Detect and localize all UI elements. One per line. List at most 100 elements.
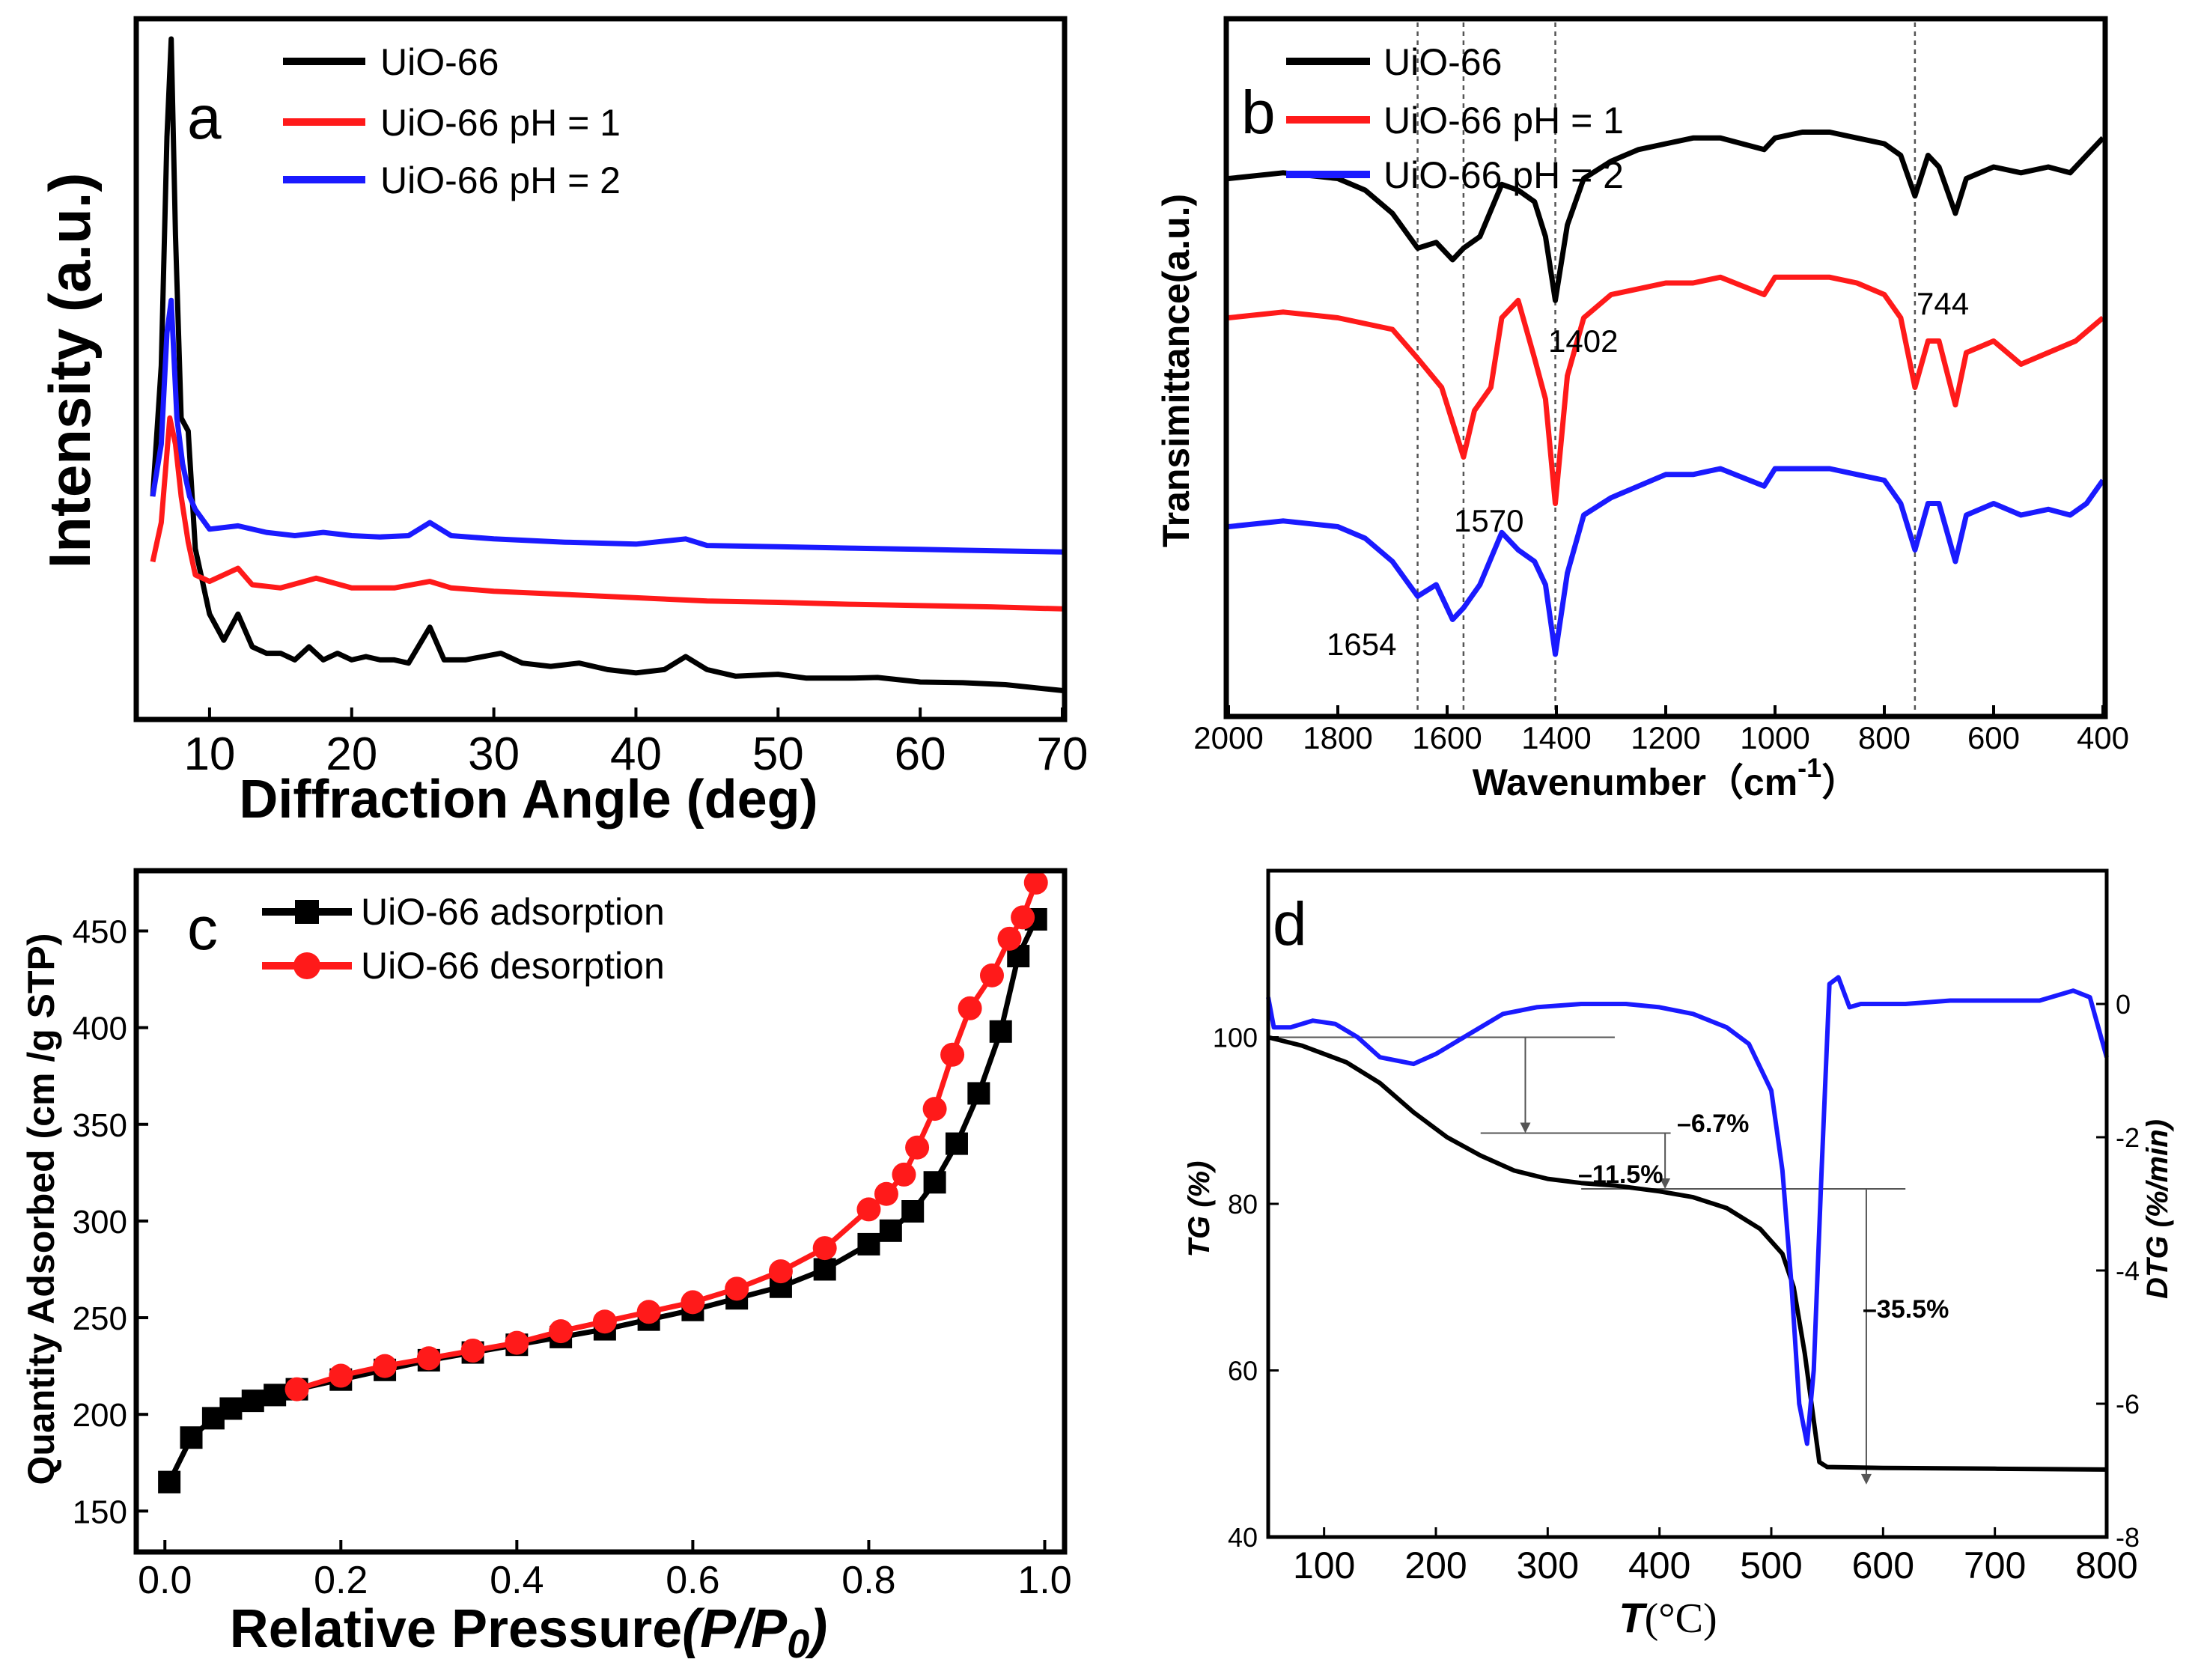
panel-a-legend: UiO-66 UiO-66 pH = 1 UiO-66 pH = 2 — [283, 41, 621, 201]
panel-c-legend-square-marker — [295, 900, 319, 924]
panel-c-desorption-point — [958, 996, 982, 1020]
panel-c-desorption-point — [373, 1354, 398, 1378]
panel-c-desorption-point — [922, 1097, 947, 1121]
panel-c-x-axis-label-sub: 0 — [787, 1622, 809, 1667]
panel-c-desorption-point — [768, 1259, 793, 1284]
panel-a-x-ticks: 10 20 30 40 50 60 70 — [183, 707, 1088, 780]
panel-a-legend-label: UiO-66 pH = 1 — [380, 102, 621, 144]
panel-b-legend-label: UiO-66 — [1383, 41, 1502, 83]
panel-d-left-y-tick-label: 60 — [1228, 1356, 1258, 1387]
panel-c-x-axis-label-main: Relative Pressure — [230, 1599, 682, 1659]
panel-b-x-tick-label: 600 — [1967, 720, 2020, 755]
panel-c-legend: UiO-66 adsorption UiO-66 desorption — [262, 891, 665, 987]
panel-d-x-axis-label: T(°C) — [1619, 1594, 1717, 1642]
panel-c-adsorption-point — [857, 1232, 880, 1256]
panel-b-legend-label: UiO-66 pH = 2 — [1383, 154, 1624, 196]
panel-d-x-tick-label: 400 — [1628, 1544, 1690, 1586]
panel-d-left-y-tick-label: 40 — [1228, 1522, 1258, 1553]
panel-b-series-line — [1228, 130, 2105, 303]
panel-a-y-axis-label: Intensity (a.u.) — [37, 173, 103, 569]
panel-c-adsorption-point — [967, 1082, 990, 1105]
panel-d-x-tick-label: 200 — [1404, 1544, 1467, 1586]
panel-a-x-tick-label: 60 — [895, 728, 946, 780]
panel-a-label: a — [187, 84, 222, 152]
panel-d-x-tick-label: 800 — [2075, 1544, 2137, 1586]
panel-c-adsorption-point — [989, 1020, 1012, 1043]
panel-b-series-line — [1228, 274, 2105, 506]
panel-a-legend-label: UiO-66 pH = 2 — [380, 159, 621, 201]
panel-b-y-axis-label: Transimittance(a.u.) — [1155, 194, 1197, 547]
panel-d-left-y-tick-label: 80 — [1228, 1189, 1258, 1220]
panel-c-x-axis-label-italic: (P/P — [682, 1599, 788, 1659]
panel-a-series-line — [150, 36, 1063, 693]
panel-c-plot-area — [158, 870, 1048, 1494]
panel-b-x-tick-label: 1800 — [1303, 720, 1372, 755]
panel-c-desorption-point — [874, 1181, 898, 1206]
panel-a-legend-label: UiO-66 — [380, 41, 499, 83]
panel-c-y-tick-label: 250 — [73, 1300, 127, 1337]
panel-b-label: b — [1241, 79, 1276, 147]
panel-c-ticks: 0.0 0.2 0.4 0.6 0.8 1.0 150 200 250 300 350 400 450 — [73, 913, 1072, 1602]
panel-b-x-axis-label-sup: -1 — [1797, 752, 1821, 783]
panel-d-right-y-tick-label: -6 — [2116, 1389, 2140, 1419]
panel-c-adsorption-point — [219, 1397, 243, 1420]
panel-c-adsorption-point — [923, 1171, 946, 1194]
panel-b-plot-area — [1228, 130, 2105, 657]
panel-b: 2000 1800 1600 1400 1200 1000 800 600 400 b UiO-… — [1155, 16, 2129, 803]
panel-c-legend-circle-marker — [293, 952, 320, 979]
panel-b-x-axis-label-close: ） — [1821, 761, 1859, 803]
panel-d-x-tick-label: 700 — [1964, 1544, 2026, 1586]
panel-d-right-y-axis-label: DTG (%/min) — [2141, 1119, 2174, 1299]
panel-d-left-y-axis-label: TG (%) — [1183, 1161, 1216, 1258]
panel-c-desorption-point — [505, 1330, 529, 1355]
panel-d-dtg-line — [1266, 975, 2109, 1446]
panel-c-x-tick-label: 0.0 — [138, 1559, 192, 1602]
panel-b-x-tick-label: 1000 — [1740, 720, 1809, 755]
panel-a-series-line — [150, 415, 1063, 612]
panel-c-desorption-point — [905, 1135, 930, 1160]
panel-b-x-tick-label: 1400 — [1521, 720, 1591, 755]
panel-b-x-tick-label: 2000 — [1193, 720, 1263, 755]
panel-b-annotation-1654: 1654 — [1327, 627, 1396, 662]
panel-d: –11.5%–6.7%–35.5% 100 200 300 400 500 600 700 8… — [1183, 868, 2174, 1642]
panel-c-x-tick-label: 0.4 — [490, 1559, 544, 1602]
panel-b-annotation-1402: 1402 — [1548, 323, 1618, 359]
panel-c-desorption-point — [997, 926, 1022, 951]
panel-c-adsorption-point — [945, 1132, 968, 1155]
panel-d-x-tick-label: 100 — [1293, 1544, 1355, 1586]
panel-c-x-tick-label: 0.6 — [666, 1559, 719, 1602]
panel-b-annotation-744: 744 — [1917, 286, 1969, 321]
panel-a-x-axis-label: Diffraction Angle (deg) — [239, 770, 818, 830]
panel-c-adsorption-point — [158, 1470, 181, 1494]
panel-c-adsorption-point — [813, 1258, 836, 1281]
panel-d-tg-line — [1267, 1035, 2107, 1472]
panel-c-adsorption-point — [264, 1384, 287, 1407]
panel-c-desorption-point — [284, 1377, 309, 1401]
panel-c-x-tick-label: 0.2 — [314, 1559, 368, 1602]
panel-c-desorption-point — [892, 1162, 916, 1187]
panel-c-desorption-point — [592, 1309, 617, 1334]
panel-a-x-tick-label: 50 — [752, 728, 804, 780]
panel-b-x-ticks: 2000 1800 1600 1400 1200 1000 800 600 400 — [1193, 705, 2129, 755]
panel-c-y-tick-label: 400 — [73, 1011, 127, 1047]
panel-a-x-tick-label: 10 — [183, 728, 235, 780]
panel-b-legend-label: UiO-66 pH = 1 — [1383, 100, 1624, 141]
panel-c-desorption-point — [856, 1197, 881, 1222]
panel-b-annotation-1570: 1570 — [1454, 503, 1523, 538]
panel-c-desorption-point — [681, 1290, 705, 1315]
panel-d-step-label: –6.7% — [1677, 1110, 1749, 1138]
panel-d-right-y-tick-label: -4 — [2116, 1256, 2140, 1286]
panel-a-x-tick-label: 70 — [1037, 728, 1089, 780]
panel-a-x-tick-label: 30 — [468, 728, 520, 780]
panel-a-x-tick-label: 40 — [610, 728, 662, 780]
panel-c-x-axis-label: Relative Pressure(P/P0) — [230, 1599, 827, 1667]
panel-d-step-arrow-head — [1520, 1122, 1531, 1133]
panel-d-x-tick-label: 600 — [1852, 1544, 1914, 1586]
panel-c-desorption-point — [460, 1338, 485, 1363]
panel-b-x-axis-label: Wavenumber（cm-1） — [1473, 752, 1859, 803]
panel-d-x-tick-label: 500 — [1740, 1544, 1802, 1586]
panel-a-x-tick-label: 20 — [326, 728, 377, 780]
panel-a-series-line — [150, 297, 1063, 555]
panel-b-legend: UiO-66 UiO-66 pH = 1 UiO-66 pH = 2 — [1286, 41, 1624, 196]
